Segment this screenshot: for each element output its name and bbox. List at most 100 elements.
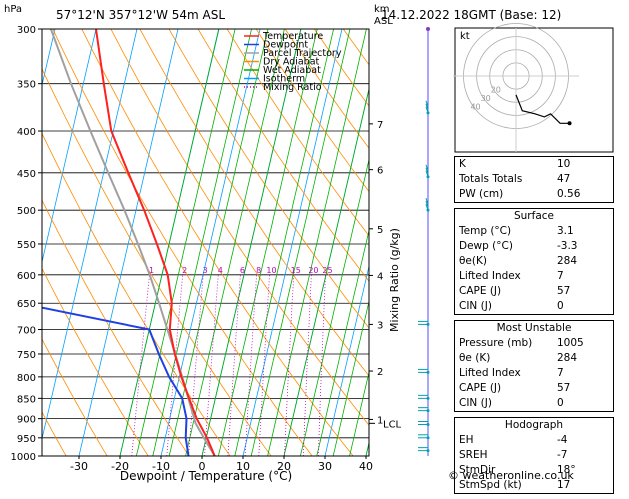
surface-label: Temp (°C) bbox=[455, 224, 553, 239]
surface-box: Surface Temp (°C)3.1 Dewp (°C)-3.3 θe(K)… bbox=[454, 208, 614, 315]
mixing-ratio-line bbox=[189, 275, 204, 456]
surface-value: 57 bbox=[553, 284, 613, 299]
plot-frame bbox=[42, 29, 369, 456]
surface-value: 3.1 bbox=[553, 224, 613, 239]
footer-credit[interactable]: © weatheronline.co.uk bbox=[448, 469, 574, 482]
mixing-ratio-line bbox=[259, 275, 270, 456]
temperature-line bbox=[96, 29, 215, 456]
index-value: 47 bbox=[553, 172, 613, 187]
km-tick-label: 3 bbox=[377, 320, 383, 331]
surface-label: θe(K) bbox=[455, 254, 553, 269]
mixing-ratio-label: 3 bbox=[203, 266, 208, 275]
mu-value: 57 bbox=[553, 381, 613, 396]
wet-adiabat bbox=[251, 29, 350, 456]
km-tick-label: 4 bbox=[377, 271, 383, 282]
dry-adiabat bbox=[24, 29, 271, 456]
wet-adiabat bbox=[186, 29, 285, 456]
mu-label: Lifted Index bbox=[455, 366, 553, 381]
index-label: PW (cm) bbox=[455, 187, 553, 202]
hodograph-frame bbox=[455, 28, 613, 152]
hodograph-title: Hodograph bbox=[455, 418, 613, 433]
mixing-ratio-label: 20 bbox=[308, 266, 318, 275]
dewpoint-line bbox=[14, 29, 189, 456]
mu-value: 0 bbox=[553, 396, 613, 411]
index-label: Totals Totals bbox=[455, 172, 553, 187]
hodo-row: EH-4 bbox=[455, 433, 613, 448]
index-row: PW (cm)0.56 bbox=[455, 187, 613, 202]
wet-adiabat bbox=[333, 29, 432, 456]
index-value: 10 bbox=[553, 157, 613, 172]
surface-label: CAPE (J) bbox=[455, 284, 553, 299]
svg-text:Mixing Ratio: Mixing Ratio bbox=[263, 82, 322, 93]
hodo-row: SREH-7 bbox=[455, 448, 613, 463]
wind-column-top-dot bbox=[426, 27, 430, 31]
mixing-ratio-label: 8 bbox=[256, 266, 261, 275]
mixing-ratio-line bbox=[167, 275, 183, 456]
most-unstable-box: Most Unstable Pressure (mb)1005 θe (K)28… bbox=[454, 320, 614, 412]
most-unstable-title: Most Unstable bbox=[455, 321, 613, 336]
mixing-ratio-label: 10 bbox=[266, 266, 276, 275]
pressure-tick-label: 600 bbox=[17, 271, 36, 282]
x-axis-label: Dewpoint / Temperature (°C) bbox=[120, 469, 292, 483]
mixing-ratio-line bbox=[228, 275, 241, 456]
hodo-value: -4 bbox=[553, 433, 613, 448]
dry-adiabat bbox=[53, 29, 312, 456]
surface-row: θe(K)284 bbox=[455, 254, 613, 269]
mu-value: 7 bbox=[553, 366, 613, 381]
surface-row: CAPE (J)57 bbox=[455, 284, 613, 299]
hodograph-ring-label: 20 bbox=[491, 86, 501, 95]
mu-value: 1005 bbox=[553, 336, 613, 351]
pressure-tick-label: 850 bbox=[17, 394, 36, 405]
km-tick-label: 7 bbox=[377, 120, 383, 131]
mixing-ratio-label: 4 bbox=[218, 266, 223, 275]
mu-label: CAPE (J) bbox=[455, 381, 553, 396]
mu-label: CIN (J) bbox=[455, 396, 553, 411]
location-title: 57°12'N 357°12'W 54m ASL bbox=[56, 8, 225, 22]
wet-adiabat bbox=[169, 29, 268, 456]
wet-adiabat bbox=[284, 29, 383, 456]
surface-value: -3.3 bbox=[553, 239, 613, 254]
pressure-tick-label: 700 bbox=[17, 326, 36, 337]
pressure-tick-label: 400 bbox=[17, 127, 36, 138]
pressure-tick-label: 950 bbox=[17, 434, 36, 445]
km-label: km bbox=[374, 4, 390, 15]
wet-adiabat bbox=[300, 29, 399, 456]
surface-label: Dewp (°C) bbox=[455, 239, 553, 254]
wet-adiabat bbox=[202, 29, 301, 456]
km-tick-label: 2 bbox=[377, 367, 383, 378]
hodo-label: SREH bbox=[455, 448, 553, 463]
isotherm bbox=[243, 29, 342, 456]
surface-value: 0 bbox=[553, 299, 613, 314]
surface-title: Surface bbox=[455, 209, 613, 224]
temperature-tick-label: 30 bbox=[318, 460, 332, 473]
isotherm bbox=[79, 29, 178, 456]
mixing-ratio-label: 6 bbox=[240, 266, 245, 275]
hodo-value: -7 bbox=[553, 448, 613, 463]
surface-label: CIN (J) bbox=[455, 299, 553, 314]
mixing-ratio-label: 2 bbox=[182, 266, 187, 275]
surface-row: Temp (°C)3.1 bbox=[455, 224, 613, 239]
mu-row: CAPE (J)57 bbox=[455, 381, 613, 396]
temperature-tick-label: -30 bbox=[70, 460, 88, 473]
mu-row: θe (K)284 bbox=[455, 351, 613, 366]
surface-row: Dewp (°C)-3.3 bbox=[455, 239, 613, 254]
mixing-ratio-axis-label: Mixing Ratio (g/kg) bbox=[388, 228, 401, 332]
lcl-label: LCL bbox=[383, 419, 402, 430]
isotherm bbox=[0, 29, 96, 456]
mixing-ratio-line bbox=[285, 275, 294, 456]
pressure-tick-label: 650 bbox=[17, 299, 36, 310]
pressure-tick-label: 1000 bbox=[11, 452, 36, 463]
asl-label: ASL bbox=[374, 16, 393, 27]
surface-label: Lifted Index bbox=[455, 269, 553, 284]
hodograph-ring-label: 30 bbox=[481, 94, 491, 103]
surface-value: 7 bbox=[553, 269, 613, 284]
pressure-tick-label: 900 bbox=[17, 415, 36, 426]
isotherm bbox=[0, 29, 14, 456]
mu-row: CIN (J)0 bbox=[455, 396, 613, 411]
dry-adiabat bbox=[169, 29, 476, 456]
